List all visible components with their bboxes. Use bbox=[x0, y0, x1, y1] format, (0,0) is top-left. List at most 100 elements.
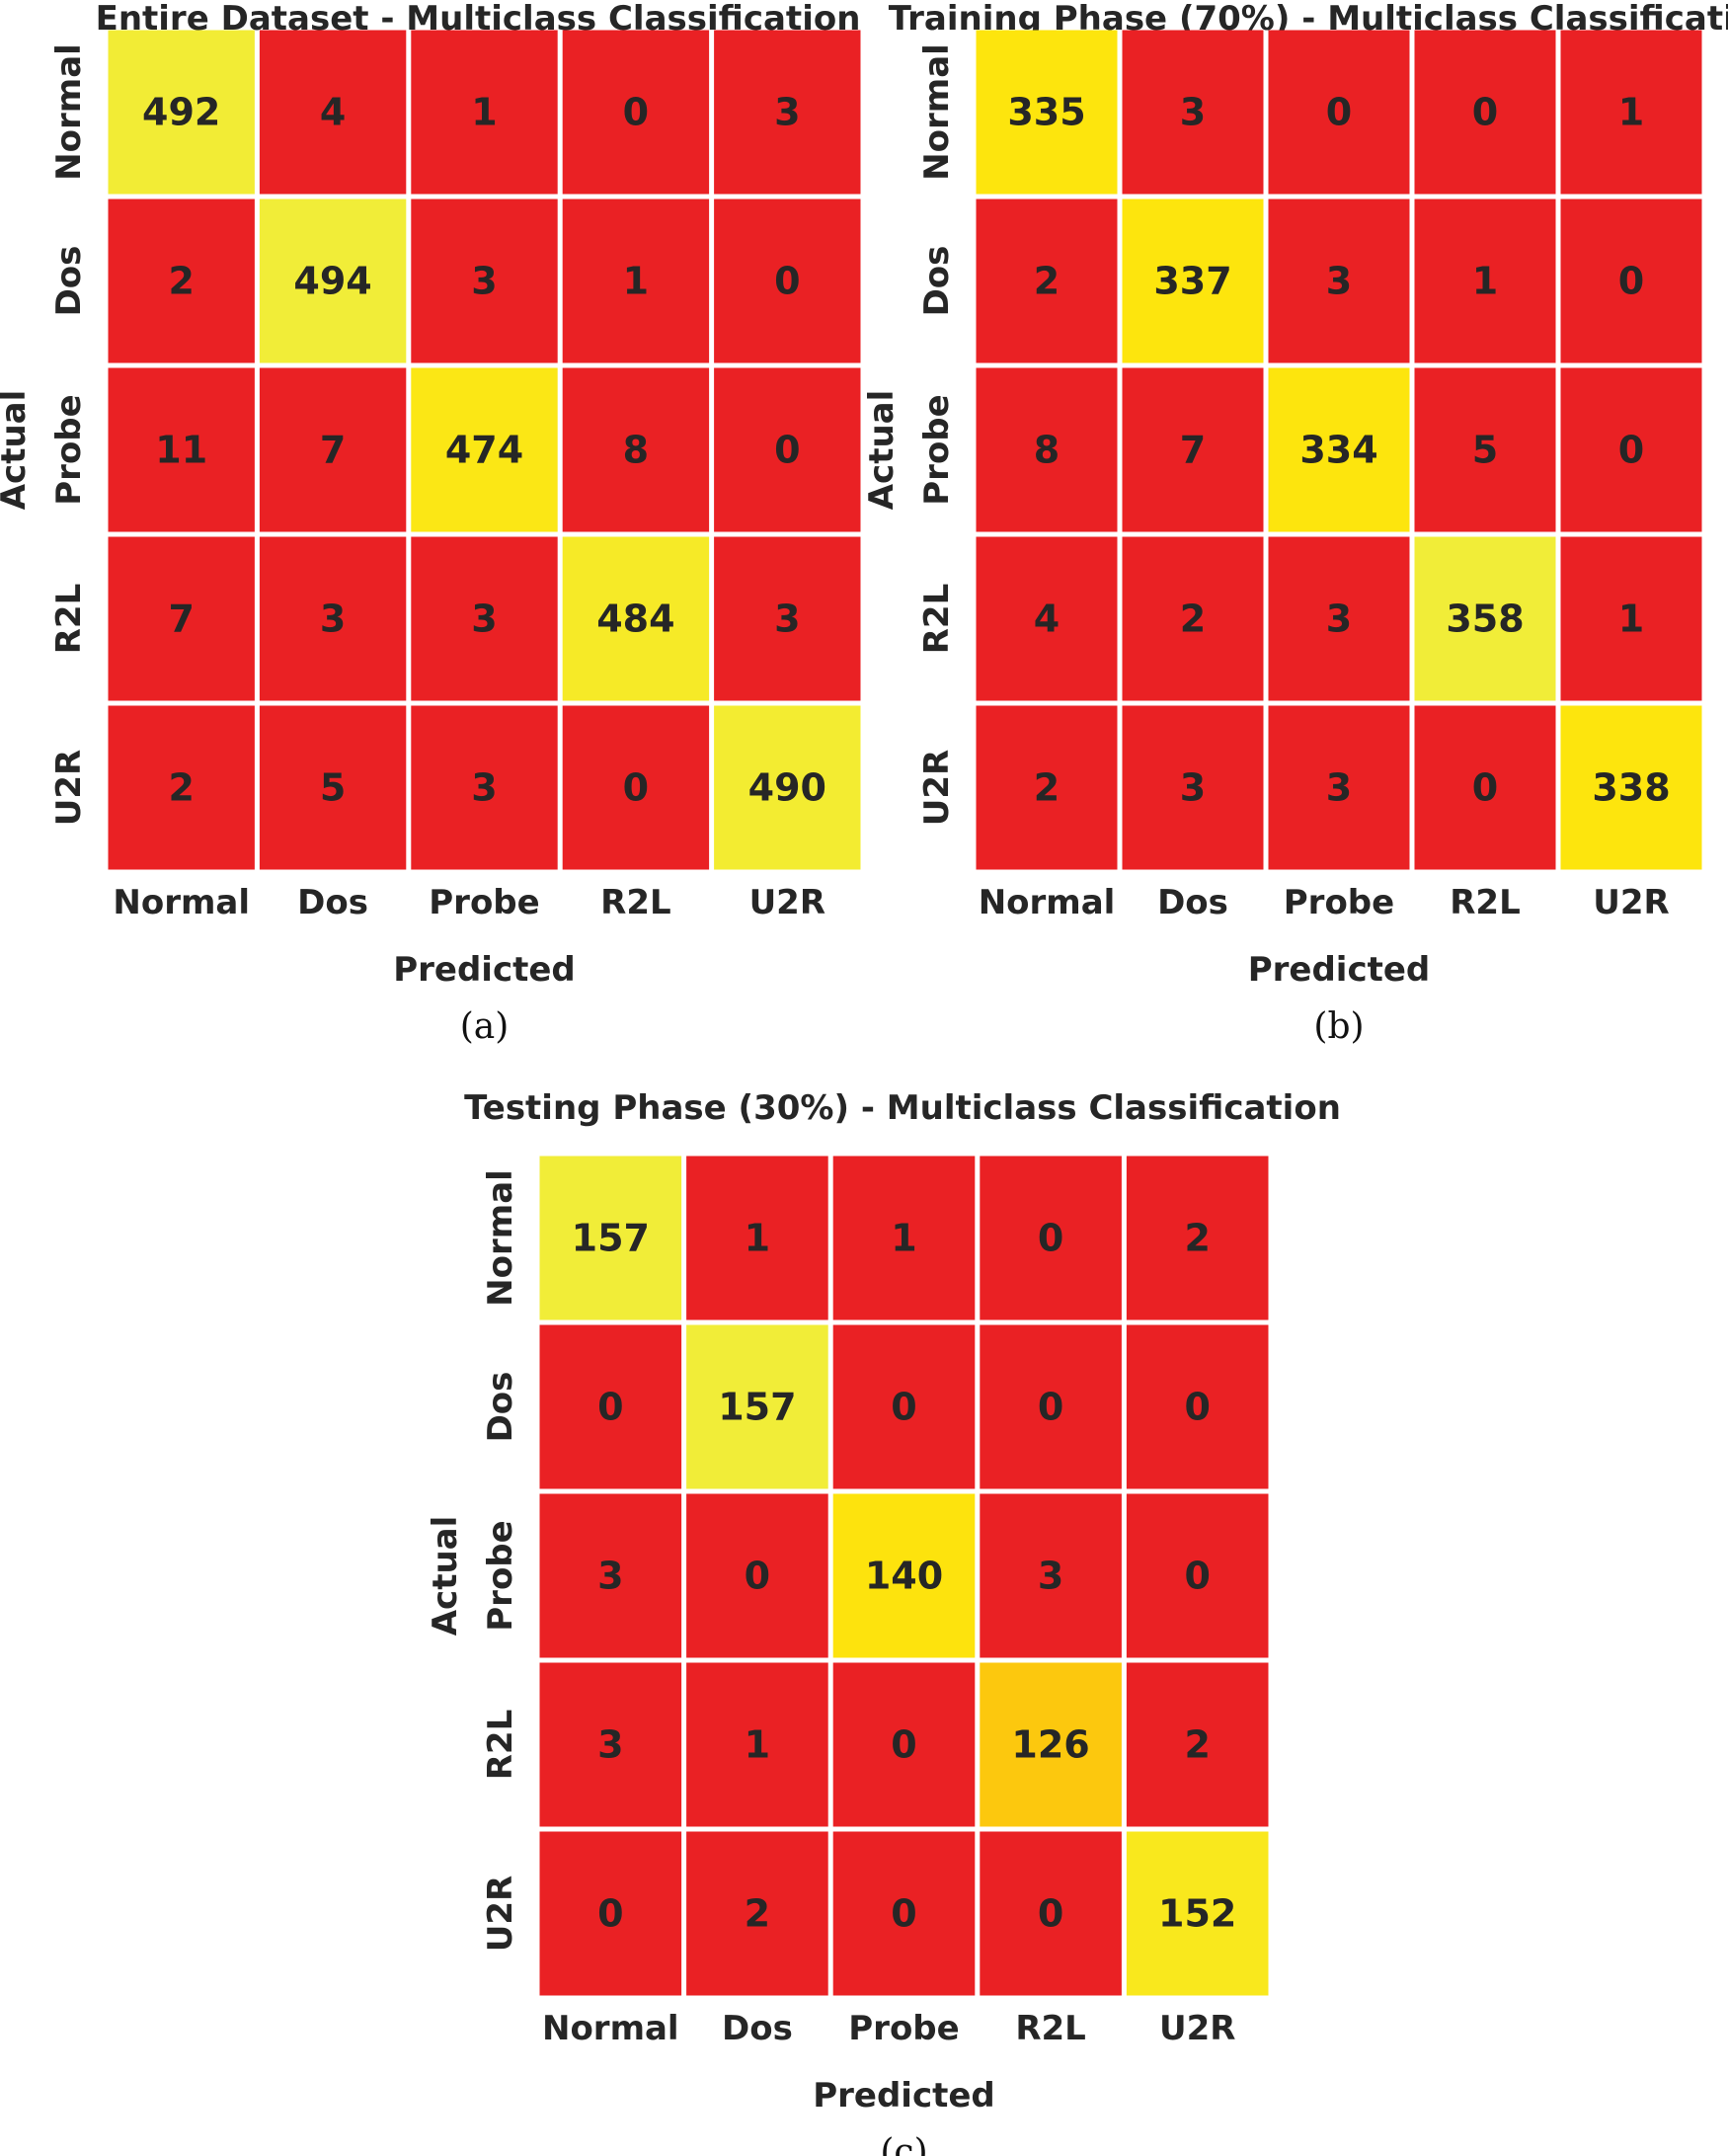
heatmap-cell-dos-r2l bbox=[562, 199, 710, 363]
cell-value-label: 484 bbox=[596, 598, 674, 641]
cell-value-label: 2 bbox=[745, 1892, 770, 1936]
heatmap-cell-probe-probe bbox=[1268, 367, 1410, 532]
heatmap-cell-u2r-u2r bbox=[714, 705, 861, 870]
heatmap-cell-probe-u2r bbox=[1126, 1493, 1269, 1658]
cell-value-label: 0 bbox=[1472, 91, 1498, 134]
cell-value-label: 0 bbox=[1038, 1217, 1063, 1260]
cell-value-label: 3 bbox=[774, 91, 800, 134]
heatmap-cell-r2l-r2l bbox=[980, 1662, 1122, 1827]
heatmap-cell-r2l-dos bbox=[1122, 536, 1264, 701]
heatmap-cell-probe-r2l bbox=[1414, 367, 1556, 532]
figure-caption: (b) bbox=[1313, 1006, 1364, 1047]
cell-value-label: 338 bbox=[1592, 766, 1670, 810]
y-tick-label: Normal bbox=[49, 43, 89, 181]
heatmap-cell-r2l-u2r bbox=[1126, 1662, 1269, 1827]
cell-value-label: 7 bbox=[1180, 429, 1206, 472]
heatmap-cell-u2r-u2r bbox=[1560, 705, 1702, 870]
heatmap-cell-u2r-normal bbox=[108, 705, 255, 870]
cell-value-label: 3 bbox=[1180, 766, 1206, 810]
cell-value-label: 1 bbox=[1618, 91, 1644, 134]
cell-value-label: 2 bbox=[168, 766, 194, 810]
cell-value-label: 3 bbox=[471, 260, 497, 303]
cell-value-label: 0 bbox=[774, 260, 800, 303]
heatmap-cell-u2r-normal bbox=[539, 1831, 682, 1996]
heatmap-cell-u2r-dos bbox=[686, 1831, 828, 1996]
heatmap-cell-probe-r2l bbox=[562, 367, 710, 532]
heatmap-cell-probe-probe bbox=[832, 1493, 976, 1658]
cell-value-label: 0 bbox=[1618, 429, 1644, 472]
heatmap-cell-u2r-probe bbox=[1268, 705, 1410, 870]
cell-value-label: 2 bbox=[1180, 598, 1206, 641]
y-tick-label: Dos bbox=[481, 1372, 520, 1443]
cell-value-label: 3 bbox=[597, 1723, 623, 1767]
heatmap-cell-probe-r2l bbox=[980, 1493, 1122, 1658]
heatmap-cell-dos-normal bbox=[976, 199, 1118, 363]
x-tick-label: U2R bbox=[1593, 883, 1669, 922]
cell-value-label: 494 bbox=[293, 260, 371, 303]
heatmap-cell-normal-normal bbox=[539, 1156, 682, 1320]
cell-value-label: 0 bbox=[1326, 91, 1352, 134]
cell-value-label: 0 bbox=[1184, 1386, 1210, 1429]
cell-value-label: 3 bbox=[471, 766, 497, 810]
heatmap-cell-u2r-normal bbox=[976, 705, 1118, 870]
y-tick-label: R2L bbox=[49, 584, 89, 655]
x-tick-label: Dos bbox=[1157, 883, 1228, 922]
heatmap-cell-normal-u2r bbox=[1126, 1156, 1269, 1320]
cell-value-label: 2 bbox=[1034, 260, 1060, 303]
x-tick-label: R2L bbox=[600, 883, 671, 922]
heatmap-cell-probe-u2r bbox=[1560, 367, 1702, 532]
y-tick-label: U2R bbox=[49, 750, 89, 826]
cell-value-label: 3 bbox=[320, 598, 346, 641]
heatmap-cell-normal-probe bbox=[832, 1156, 976, 1320]
heatmap-cell-r2l-normal bbox=[108, 536, 255, 701]
heatmap-cell-normal-r2l bbox=[980, 1156, 1122, 1320]
heatmap-cell-normal-r2l bbox=[562, 30, 710, 195]
heatmap-cell-r2l-u2r bbox=[1560, 536, 1702, 701]
x-tick-label: R2L bbox=[1450, 883, 1521, 922]
heatmap-cell-normal-probe bbox=[1268, 30, 1410, 195]
heatmap-cell-probe-normal bbox=[976, 367, 1118, 532]
heatmap-cell-dos-r2l bbox=[980, 1324, 1122, 1489]
heatmap-cell-probe-probe bbox=[411, 367, 558, 532]
heatmap-cell-u2r-probe bbox=[832, 1831, 976, 1996]
heatmap-cell-dos-dos bbox=[259, 199, 407, 363]
x-tick-label: Probe bbox=[848, 2009, 959, 2048]
heatmap-cell-r2l-probe bbox=[411, 536, 558, 701]
cell-value-label: 3 bbox=[1038, 1555, 1063, 1598]
cell-value-label: 0 bbox=[597, 1386, 623, 1429]
heatmap-cell-dos-dos bbox=[1122, 199, 1264, 363]
heatmap-cell-r2l-probe bbox=[1268, 536, 1410, 701]
cell-value-label: 2 bbox=[1184, 1217, 1210, 1260]
heatmap-cell-u2r-u2r bbox=[1126, 1831, 1269, 1996]
cell-value-label: 1 bbox=[891, 1217, 916, 1260]
y-tick-label: R2L bbox=[481, 1710, 520, 1781]
heatmap-cell-probe-normal bbox=[539, 1493, 682, 1658]
heatmap-cell-dos-probe bbox=[411, 199, 558, 363]
cell-value-label: 0 bbox=[774, 429, 800, 472]
heatmap-cell-probe-dos bbox=[686, 1493, 828, 1658]
x-tick-label: U2R bbox=[1159, 2009, 1235, 2048]
heatmap-cell-probe-normal bbox=[108, 367, 255, 532]
y-axis-label: Actual bbox=[862, 390, 902, 511]
cell-value-label: 7 bbox=[168, 598, 194, 641]
heatmap-cell-dos-normal bbox=[108, 199, 255, 363]
heatmap-cell-normal-normal bbox=[976, 30, 1118, 195]
heatmap-cell-r2l-r2l bbox=[562, 536, 710, 701]
y-tick-label: Normal bbox=[917, 43, 957, 181]
x-axis-label: Predicted bbox=[813, 2076, 995, 2116]
y-tick-label: U2R bbox=[917, 750, 957, 826]
cell-value-label: 490 bbox=[748, 766, 826, 810]
cell-value-label: 3 bbox=[1326, 260, 1352, 303]
heatmap-cell-normal-dos bbox=[686, 1156, 828, 1320]
x-tick-label: Probe bbox=[1284, 883, 1394, 922]
confusion-matrix-testing-phase: Testing Phase (30%) - Multiclass Classif… bbox=[426, 1088, 1341, 2156]
y-tick-label: Normal bbox=[481, 1169, 520, 1307]
heatmap-cell-r2l-dos bbox=[259, 536, 407, 701]
x-axis-label: Predicted bbox=[1248, 950, 1431, 990]
cell-value-label: 3 bbox=[1326, 598, 1352, 641]
cell-value-label: 474 bbox=[445, 429, 523, 472]
heatmap-cell-normal-r2l bbox=[1414, 30, 1556, 195]
y-tick-label: Probe bbox=[917, 394, 957, 505]
heatmap-cell-r2l-u2r bbox=[714, 536, 861, 701]
cell-value-label: 1 bbox=[745, 1723, 770, 1767]
